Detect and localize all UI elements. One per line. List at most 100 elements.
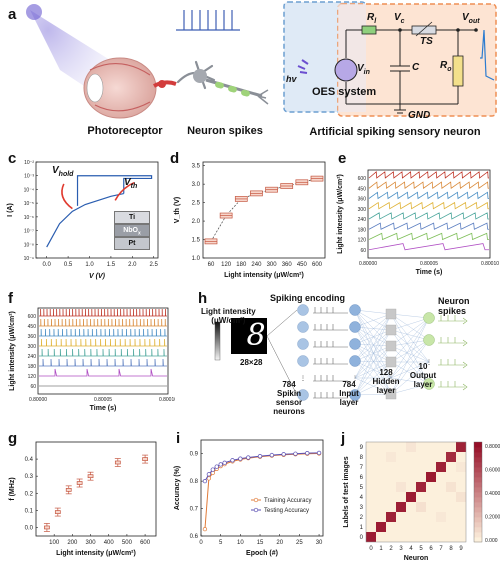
x-tick-label: 60 [208, 262, 215, 268]
y-tick-label: 1.0 [192, 256, 201, 262]
accuracy-point [269, 452, 274, 458]
heatmap-cell [396, 482, 406, 492]
x-tick-label: 0.5 [64, 262, 73, 268]
x-tick-label: 10 [237, 540, 244, 546]
heatmap-cell [446, 462, 456, 472]
data-point [65, 488, 72, 492]
accuracy-point [316, 450, 322, 456]
accuracy-point [257, 454, 263, 459]
connection [390, 317, 430, 363]
heatmap-frame [365, 441, 467, 543]
y-tick-label: 120 [358, 238, 367, 244]
heatmap-cell [426, 532, 436, 542]
heatmap-cell [446, 472, 456, 482]
chart-c-iv-curve: 0.0 0.5 1.0 1.5 2.0 2.5 10⁻⁹ 10⁻⁸ 10⁻⁷ 10⁻⁶ 10⁻⁵ 10… [7, 160, 159, 280]
connection [354, 329, 392, 345]
y-axis-title: Accuracy (%) [174, 466, 181, 510]
y-tick-label: 0.7 [190, 507, 199, 513]
x-tick-label: 30 [316, 540, 323, 546]
y-tick-label: 300 [28, 344, 37, 350]
y-axis-title: Light intensity (μW/cm²) [9, 311, 16, 391]
heatmap-cell [436, 442, 446, 452]
heatmap-cell [436, 482, 446, 492]
heatmap-cell [416, 512, 426, 522]
colorbar-step [474, 527, 482, 533]
heatmap-cell [416, 462, 426, 472]
x-tick-label: 8 [449, 546, 453, 552]
accuracy-point [214, 464, 219, 469]
y-tick-label: 240 [28, 354, 37, 360]
heatmap-cell [386, 492, 396, 502]
chart-i-accuracy: 0 5 10 15 20 25 30 0.6 0.7 0.8 0.9 Training Accurac… [174, 439, 324, 557]
label-rl: Rl [367, 12, 377, 25]
label-ts: TS [420, 36, 433, 47]
heatmap-cell [426, 442, 436, 452]
connection [390, 339, 430, 379]
spike-trace [368, 171, 489, 179]
heatmap-cell [446, 502, 456, 512]
y-tick-label: 10⁻⁴ [24, 187, 34, 193]
heatmap-cell-diag [456, 442, 466, 452]
connection [354, 345, 392, 396]
legend-label: Testing Accuracy [264, 508, 309, 514]
output-arrow [462, 361, 468, 369]
heatmap-cell [436, 532, 446, 542]
voltage-source-vin [334, 58, 358, 82]
colorbar-step [474, 482, 482, 488]
connection [354, 343, 392, 347]
heatmap-cell-diag [446, 452, 456, 462]
spike-trace [368, 191, 489, 200]
heatmap-cell [366, 482, 376, 492]
connection [354, 313, 392, 396]
input-neuron [349, 355, 361, 367]
connection [354, 360, 392, 363]
heatmap-cell [366, 502, 376, 512]
heatmap-cell [446, 492, 456, 502]
panel-label-i: i [176, 430, 181, 447]
connection [390, 329, 430, 341]
spike-trace [39, 308, 167, 317]
heatmap-cell [456, 532, 466, 542]
connection [354, 309, 392, 331]
input-neuron [349, 321, 361, 333]
panel-label-f: f [8, 290, 13, 307]
data-point [114, 460, 121, 465]
heatmap-cell-diag [376, 522, 386, 532]
y-tick-label: 0.6 [190, 534, 199, 540]
y-tick-label: 450 [28, 324, 37, 330]
heatmap-cell [396, 512, 406, 522]
connection [390, 377, 430, 385]
x-tick-label: 180 [236, 262, 247, 268]
heatmap-cell [406, 522, 416, 532]
heatmap-cell [366, 442, 376, 452]
data-point [76, 481, 83, 485]
y-tick-label: 450 [358, 186, 367, 192]
heatmap-cell [446, 532, 456, 542]
y-tick-label: 2.0 [192, 219, 201, 225]
heatmap-cell [366, 522, 376, 532]
arrow-vth [114, 181, 135, 201]
y-tick-label: 3.5 [192, 164, 201, 170]
h-layer-input: 784 Input layer [339, 380, 359, 407]
connection [354, 377, 392, 396]
trend-line [210, 178, 318, 242]
y-tick-label: 240 [358, 217, 367, 223]
y-axis-title: Labels of test images [343, 456, 350, 527]
y-axis-title: f (MHz) [9, 477, 16, 500]
connection [354, 309, 392, 315]
connection [354, 326, 392, 395]
heatmap-cell [386, 482, 396, 492]
chart-e-spikes: 600 450 360 300 240 180 120 60 0.80000 0.80005 0.8… [337, 169, 499, 276]
threshold-switch-ts [411, 25, 437, 35]
colorbar-step [474, 472, 482, 478]
y-tick-label: 0.2 [25, 491, 34, 497]
photoreceptor-caption: Photoreceptor [87, 125, 163, 137]
y-tick-label: 6 [360, 475, 364, 481]
hidden-neuron [385, 324, 397, 336]
colorbar-label: 0.2000 [485, 515, 500, 521]
y-tick-label: 1 [360, 525, 364, 531]
heatmap-cell [436, 502, 446, 512]
x-tick-label: 15 [257, 540, 264, 546]
x-tick-label: 240 [251, 262, 262, 268]
connection [390, 317, 430, 347]
